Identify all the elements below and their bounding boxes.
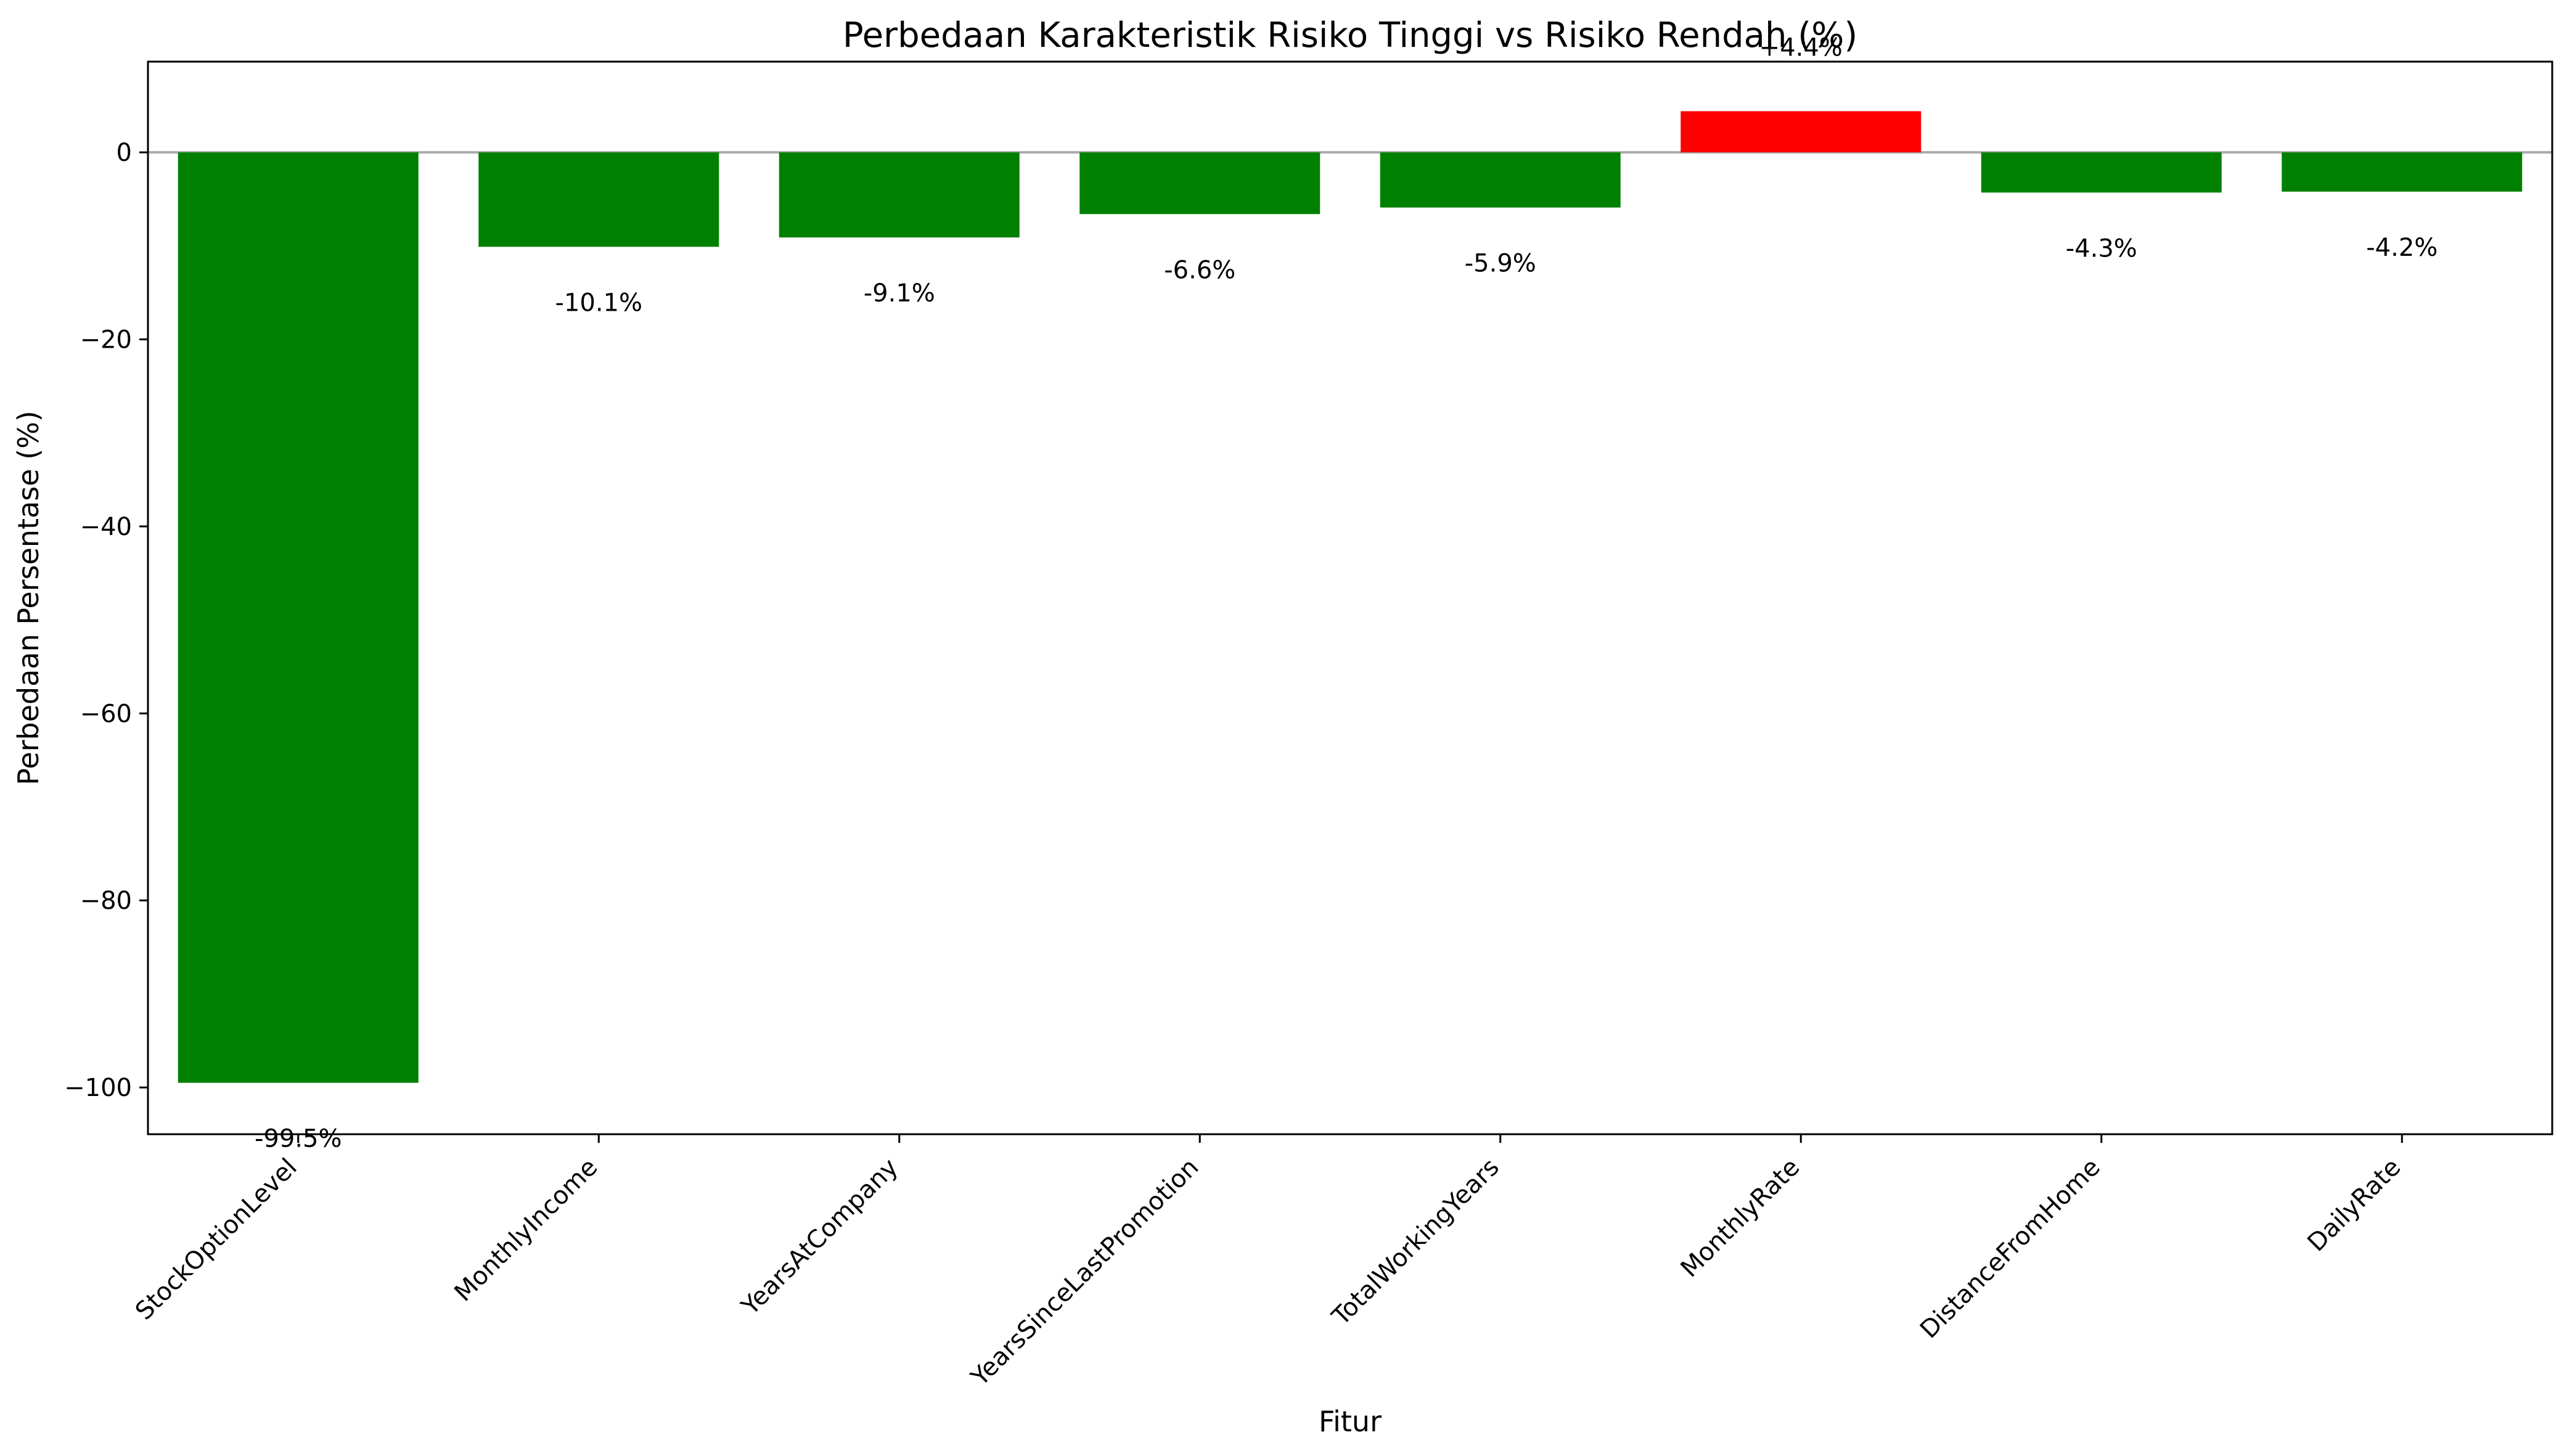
bar (1981, 152, 2222, 193)
chart-title: Perbedaan Karakteristik Risiko Tinggi vs… (843, 15, 1857, 55)
bar (1079, 152, 1320, 215)
data-label: +4.4% (1759, 33, 1843, 62)
y-tick-label: −20 (80, 326, 132, 354)
y-tick-label: −100 (64, 1074, 132, 1102)
y-tick-label: −80 (80, 887, 132, 915)
bar (779, 152, 1020, 238)
bar (178, 152, 419, 1083)
data-label: -10.1% (555, 288, 642, 317)
y-tick-label: −60 (80, 700, 132, 728)
y-axis-label: Perbedaan Persentase (%) (12, 411, 45, 785)
x-axis-label: Fitur (1319, 1405, 1382, 1438)
y-tick-label: −40 (80, 513, 132, 541)
data-label: -5.9% (1465, 250, 1536, 278)
data-label: -6.6% (1164, 256, 1235, 284)
bar (1380, 152, 1621, 208)
bar (1681, 111, 1922, 153)
y-tick-label: 0 (117, 139, 132, 167)
bar (2282, 152, 2523, 192)
data-label: -4.3% (2066, 234, 2137, 263)
plot-frame (147, 60, 2553, 1135)
data-label: -4.2% (2366, 234, 2438, 262)
data-label: -9.1% (864, 279, 935, 308)
bar (478, 152, 719, 247)
